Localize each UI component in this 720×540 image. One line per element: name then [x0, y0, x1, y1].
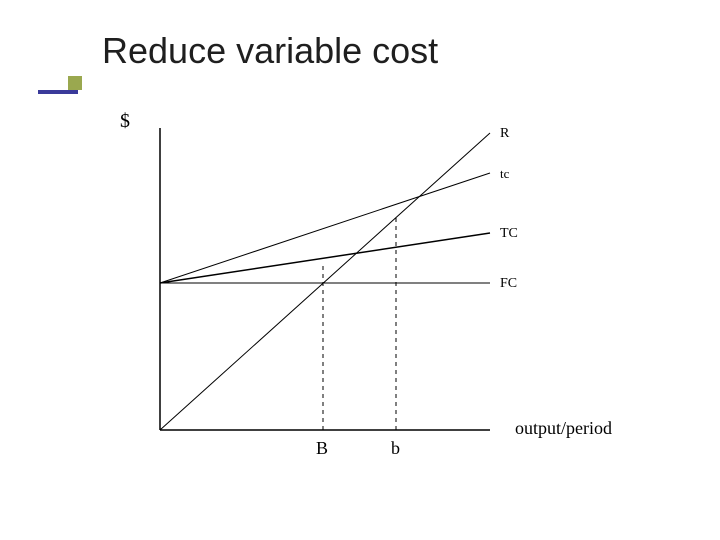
- label-B: B: [316, 438, 328, 459]
- label-FC: FC: [500, 276, 517, 292]
- line-R: [160, 133, 490, 430]
- slide-title: Reduce variable cost: [102, 30, 438, 72]
- title-divider: [38, 90, 78, 94]
- y-axis-label: $: [120, 110, 130, 133]
- slide: Reduce variable cost $ R tc TC FC B b ou…: [0, 0, 720, 540]
- chart-svg: [130, 118, 590, 448]
- label-R: R: [500, 126, 509, 142]
- line-tc: [160, 173, 490, 283]
- title-bullet: [68, 76, 82, 90]
- breakeven-chart: $ R tc TC FC B b output/period: [130, 118, 590, 448]
- x-axis-label: output/period: [515, 418, 612, 439]
- label-TC: TC: [500, 226, 518, 242]
- line-TC: [160, 233, 490, 283]
- label-b: b: [391, 438, 400, 459]
- label-tc: tc: [500, 166, 509, 182]
